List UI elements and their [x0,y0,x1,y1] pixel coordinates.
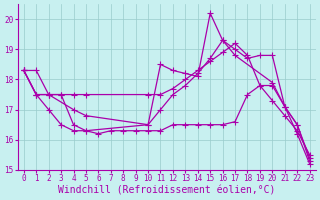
X-axis label: Windchill (Refroidissement éolien,°C): Windchill (Refroidissement éolien,°C) [58,186,276,196]
